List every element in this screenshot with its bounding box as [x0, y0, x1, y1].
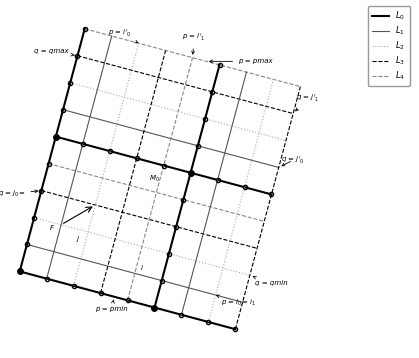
Text: q = $j_0$=: q = $j_0$=	[0, 189, 38, 199]
Text: q = $j'_1$: q = $j'_1$	[296, 93, 319, 111]
Text: p = pmin: p = pmin	[96, 300, 128, 312]
Text: F: F	[49, 225, 54, 231]
Text: q = qmax: q = qmax	[34, 48, 75, 56]
Text: q = $j'_0$: q = $j'_0$	[281, 155, 305, 166]
Text: p = $i'_1$: p = $i'_1$	[182, 32, 206, 54]
Text: q = qmin: q = qmin	[253, 276, 288, 286]
Text: p = $i_0$= $i_1$: p = $i_0$= $i_1$	[217, 295, 256, 308]
Text: j: j	[77, 236, 79, 242]
Legend: $L_0$, $L_1$, $L_2$, $L_3$, $L_4$: $L_0$, $L_1$, $L_2$, $L_3$, $L_4$	[368, 6, 410, 86]
Text: $M_0$: $M_0$	[149, 174, 160, 184]
Text: p = pmax: p = pmax	[210, 58, 273, 64]
Text: i: i	[141, 265, 143, 271]
Text: p = $i'_0$: p = $i'_0$	[108, 28, 138, 43]
